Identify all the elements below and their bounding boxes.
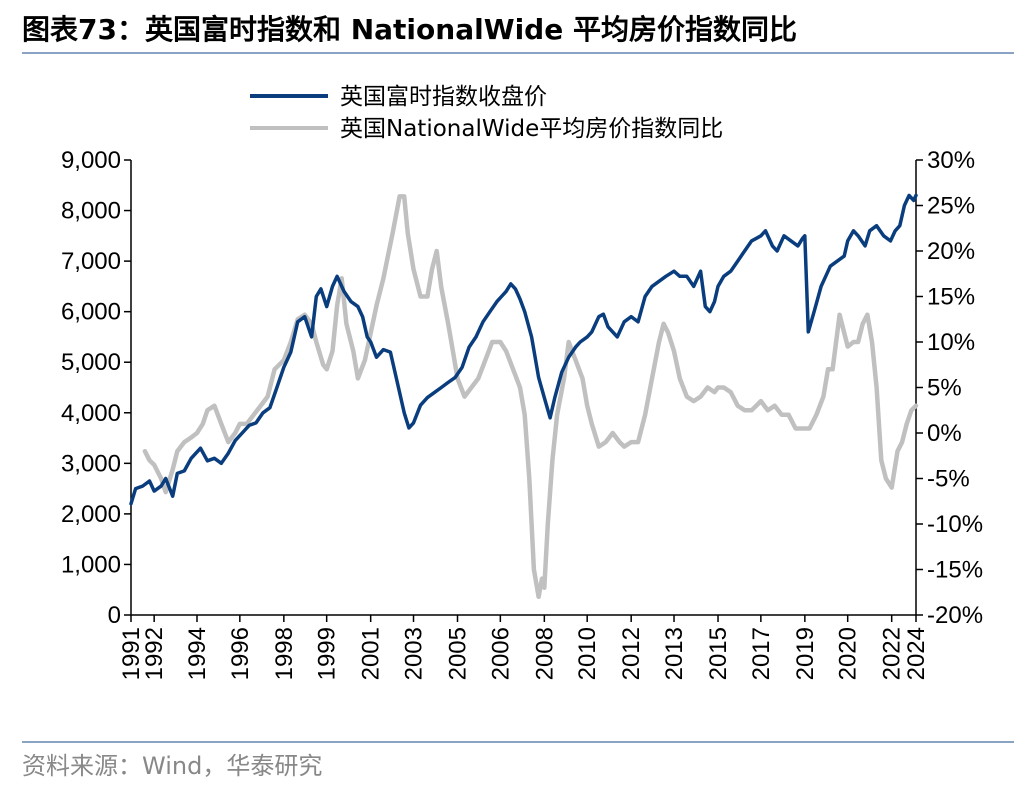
bottom-divider (22, 741, 1014, 743)
x-tick-label: 2010 (574, 627, 601, 680)
left-tick-label: 9,000 (61, 147, 121, 174)
right-tick-label: 10% (927, 329, 975, 356)
left-tick-label: 1,000 (61, 551, 121, 578)
x-tick-label: 1998 (271, 627, 298, 680)
right-tick-label: -20% (927, 602, 983, 629)
series-lines (131, 195, 916, 596)
left-tick-label: 8,000 (61, 198, 121, 225)
source-note: 资料来源：Wind，华泰研究 (22, 750, 322, 782)
left-tick-label: 2,000 (61, 501, 121, 528)
left-tick-label: 7,000 (61, 248, 121, 275)
axes: 0 1,000 2,000 3,000 4,000 5,000 6,000 7,000 8,00… (61, 147, 983, 680)
right-tick-label: 15% (927, 284, 975, 311)
x-tick-label: 2019 (792, 627, 819, 680)
x-tick-label: 2020 (835, 627, 862, 680)
right-tick-label: 30% (927, 147, 975, 174)
right-tick-label: -15% (927, 557, 983, 584)
legend: 英国富时指数收盘价 英国NationalWide平均房价指数同比 (250, 84, 723, 142)
x-tick-label: 2015 (705, 627, 732, 680)
x-tick-label: 2013 (661, 627, 688, 680)
x-tick-label: 2022 (879, 627, 906, 680)
legend-label-ftse: 英国富时指数收盘价 (340, 84, 547, 110)
left-tick-label: 6,000 (61, 299, 121, 326)
x-tick-label: 2024 (903, 627, 930, 680)
x-tick-label: 1996 (227, 627, 254, 680)
right-tick-label: -5% (927, 466, 970, 493)
left-tick-label: 5,000 (61, 349, 121, 376)
x-tick-label: 2003 (401, 627, 428, 680)
series-line-ftse (131, 195, 916, 503)
chart-area: 0 1,000 2,000 3,000 4,000 5,000 6,000 7,000 8,00… (0, 0, 1036, 792)
x-tick-label: 2001 (358, 627, 385, 680)
right-tick-label: -10% (927, 511, 983, 538)
left-tick-label: 4,000 (61, 400, 121, 427)
right-tick-label: 20% (927, 238, 975, 265)
x-tick-label: 2005 (445, 627, 472, 680)
x-tick-label: 2012 (618, 627, 645, 680)
right-tick-label: 25% (927, 193, 975, 220)
left-tick-label: 3,000 (61, 450, 121, 477)
series-line-nationwide (145, 196, 916, 596)
x-tick-label: 2006 (487, 627, 514, 680)
left-tick-label: 0 (108, 602, 121, 629)
right-tick-label: 0% (927, 420, 962, 447)
x-tick-label: 2008 (531, 627, 558, 680)
x-tick-label: 1994 (184, 627, 211, 680)
x-tick-label: 1992 (141, 627, 168, 680)
x-tick-label: 2017 (748, 627, 775, 680)
x-tick-label: 1999 (314, 627, 341, 680)
legend-label-nationwide: 英国NationalWide平均房价指数同比 (340, 116, 723, 142)
right-tick-label: 5% (927, 375, 962, 402)
